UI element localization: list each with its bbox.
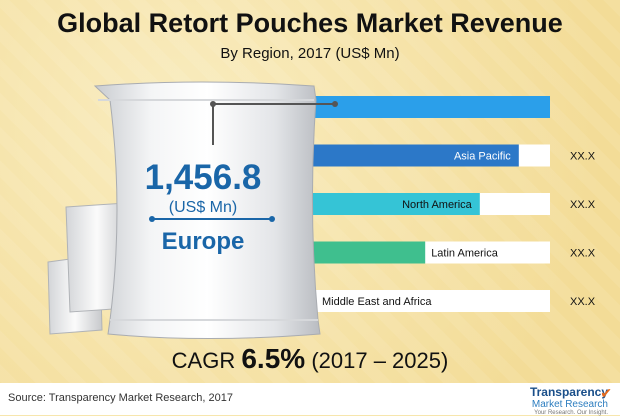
bar-label: Middle East and Africa [322,296,432,308]
cagr-label: CAGR [171,348,236,373]
large-pouch-image [93,81,321,339]
value-label: XX.X [570,248,596,260]
brand-logo: Transparency Market Research Your Resear… [529,385,612,416]
callout-connector [149,101,338,222]
chart-title: Global Retort Pouches Market Revenue [57,8,563,38]
bar-track [290,290,550,312]
highlight-region: Europe [161,228,245,255]
bar-label: Asia Pacific [454,151,511,163]
highlight-value: 1,456.8 [144,158,262,197]
bar-asia-pacific [290,144,519,167]
logo-tagline: Your Research. Our Insight. [534,410,608,416]
checkmark-icon: ✔ [600,385,612,401]
bar-latin-america [290,241,426,264]
value-label: XX.X [570,151,596,163]
footer: Source: Transparency Market Research, 20… [0,383,620,416]
bar-europe [290,96,550,118]
cagr-line: CAGR 6.5% (2017 – 2025) [0,343,620,375]
cagr-value: 6.5% [241,343,306,374]
logo-line-2: Market Research [531,399,608,410]
logo-line-1: Transparency [529,385,608,399]
value-label: XX.X [570,199,596,211]
highlight-unit: (US$ Mn) [168,199,238,216]
bar-label: North America [402,199,473,211]
bars-layer: Asia Pacific XX.X North America XX.X Latin A… [290,96,596,312]
source-text: Source: Transparency Market Research, 20… [8,392,234,404]
bar-label: Latin America [431,248,499,260]
bar-north-america [290,193,480,215]
chart-subtitle: By Region, 2017 (US$ Mn) [220,45,400,62]
value-label: XX.X [570,296,596,308]
cagr-period: (2017 – 2025) [311,348,449,373]
